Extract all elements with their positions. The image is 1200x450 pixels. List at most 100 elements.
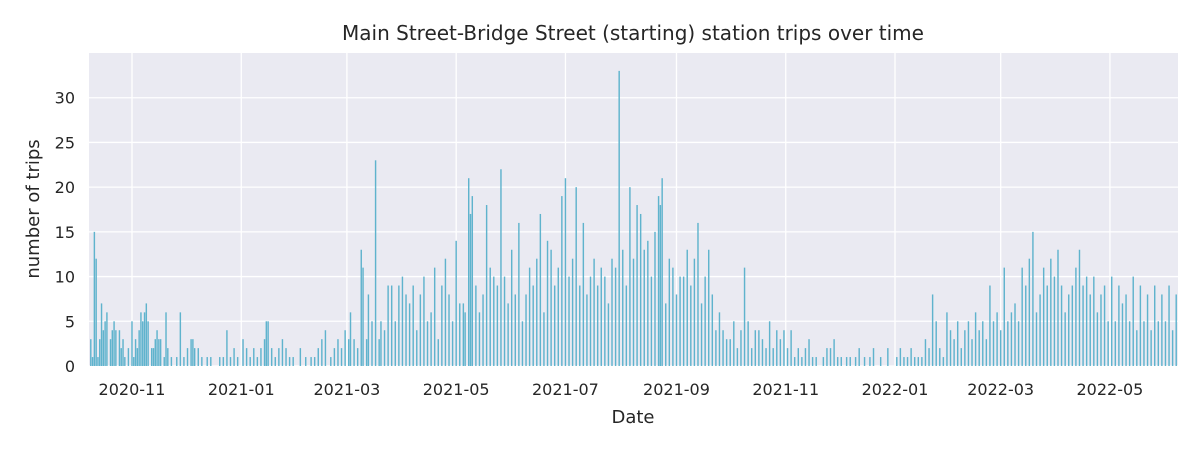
x-tick-label: 2021-03	[313, 380, 380, 399]
trip-bar	[1118, 285, 1120, 366]
trip-bar	[786, 348, 789, 366]
y-tick-label: 0	[65, 357, 75, 376]
trip-bar	[475, 285, 477, 366]
trip-bar	[158, 339, 160, 366]
trip-bar	[1035, 312, 1038, 366]
trip-bar	[270, 348, 273, 366]
trip-bar	[758, 330, 760, 366]
trip-bar	[557, 267, 559, 366]
x-tick-label: 2021-09	[643, 380, 710, 399]
trip-bar	[1136, 330, 1138, 366]
trip-bar	[718, 312, 721, 366]
trip-bar	[863, 357, 866, 366]
trip-bar	[1021, 267, 1023, 366]
trip-bar	[840, 357, 842, 366]
trip-bar	[797, 348, 799, 366]
trip-bar	[1060, 285, 1063, 366]
trip-bar	[550, 249, 552, 366]
trip-bar	[131, 321, 133, 366]
trip-bar	[249, 357, 251, 366]
trip-bar	[896, 357, 898, 366]
trip-bar	[140, 312, 142, 366]
trip-bar	[408, 303, 411, 366]
trip-bar	[1028, 258, 1031, 366]
trip-bar	[383, 330, 386, 366]
trip-bar	[765, 348, 767, 366]
trip-bar	[903, 357, 905, 366]
trip-bar	[115, 330, 117, 366]
trip-bar	[1171, 330, 1174, 366]
trip-bar	[274, 357, 276, 366]
trip-bar	[960, 348, 962, 366]
trip-bar	[899, 348, 902, 366]
trip-bar	[636, 205, 638, 366]
trip-bar	[772, 348, 774, 366]
trip-bar	[288, 357, 291, 366]
trip-bar	[197, 348, 199, 366]
trip-bar	[398, 285, 400, 366]
trip-bar	[210, 357, 212, 366]
trip-bar	[693, 258, 696, 366]
trip-bar	[942, 357, 945, 366]
trip-bar	[305, 357, 307, 366]
trip-bar	[340, 348, 343, 366]
trip-bar	[1096, 312, 1099, 366]
trip-bar	[142, 321, 144, 366]
trip-bar	[725, 339, 728, 366]
trip-bar	[657, 196, 660, 366]
trip-bar	[887, 348, 889, 366]
trip-bar	[333, 348, 336, 366]
trip-bar	[604, 276, 606, 366]
trip-bar	[614, 267, 617, 366]
trip-bar	[999, 330, 1002, 366]
trip-bar	[822, 357, 825, 366]
trip-bar	[111, 330, 114, 366]
trip-bar	[401, 276, 404, 366]
trip-bar	[593, 258, 595, 366]
x-tick-label: 2021-07	[532, 380, 599, 399]
trip-bar	[344, 330, 346, 366]
trip-bar	[1114, 321, 1117, 366]
trip-bar	[849, 357, 851, 366]
trip-bar	[347, 339, 350, 366]
trip-bar	[444, 258, 447, 366]
trip-bar	[278, 348, 280, 366]
trip-bar	[455, 240, 457, 366]
y-axis-ticks: 0 5 10 15 20 25 30	[55, 89, 75, 376]
trip-bar	[143, 312, 146, 366]
trip-bar	[1053, 276, 1056, 366]
trip-bar	[607, 303, 610, 366]
trip-bar	[539, 213, 542, 366]
trip-bar	[233, 348, 235, 366]
trip-bar	[514, 294, 517, 366]
trip-bar	[1093, 276, 1095, 366]
x-tick-label: 2022-01	[862, 380, 929, 399]
trip-bar	[193, 348, 196, 366]
trip-bar	[190, 339, 192, 366]
trip-bar	[154, 339, 156, 366]
trip-bar	[1143, 321, 1145, 366]
trip-bar	[349, 312, 352, 366]
trip-bar	[869, 357, 871, 366]
trip-bar	[500, 169, 502, 366]
trip-bar	[521, 321, 524, 366]
trip-bar	[845, 357, 848, 366]
trip-bar	[989, 285, 991, 366]
y-tick-label: 30	[55, 89, 75, 108]
trip-bar	[801, 357, 803, 366]
trip-bar	[367, 294, 370, 366]
trip-bar	[183, 357, 185, 366]
trip-bar	[496, 285, 499, 366]
trip-bar	[783, 330, 785, 366]
trip-bar	[267, 321, 269, 366]
trip-bar	[360, 249, 362, 366]
trip-bar	[715, 330, 717, 366]
trip-bar	[317, 348, 319, 366]
trip-bar	[743, 267, 746, 366]
trip-bar	[811, 357, 814, 366]
trip-bar	[939, 348, 941, 366]
trip-bar	[95, 258, 97, 366]
trip-bar	[1064, 312, 1066, 366]
trip-bar	[833, 339, 835, 366]
trip-bar	[201, 357, 203, 366]
